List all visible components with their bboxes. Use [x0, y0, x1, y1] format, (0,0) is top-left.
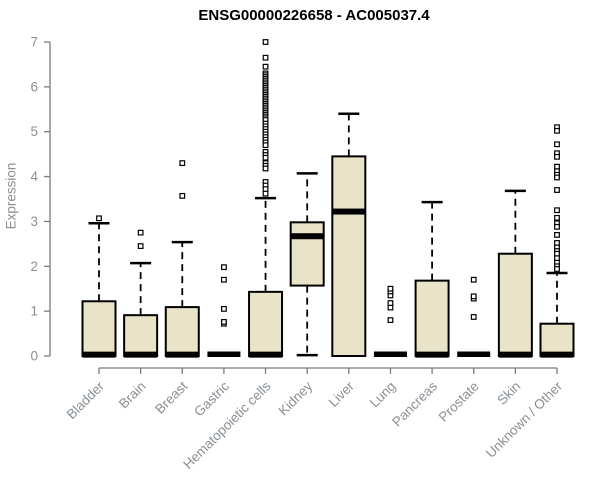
boxplot-unknown-other	[539, 124, 575, 358]
outlier-point	[262, 165, 269, 172]
outlier-point	[179, 192, 186, 199]
x-tick-label-pancreas: Pancreas	[389, 378, 440, 429]
boxplot-pancreas	[414, 200, 450, 358]
outlier-point	[470, 293, 477, 300]
y-tick-label: 0	[30, 349, 38, 364]
x-tick-label-brain: Brain	[116, 379, 149, 412]
outlier-point	[262, 142, 269, 149]
box-iqr	[414, 279, 450, 358]
x-tick-label-unknown-other: Unknown / Other	[483, 378, 566, 461]
outlier-point	[554, 207, 560, 214]
outlier-point	[554, 214, 560, 221]
x-tick-label-lung: Lung	[367, 379, 399, 411]
boxplot-bladder	[81, 215, 117, 358]
y-tick-label: 2	[30, 259, 38, 274]
boxplot-brain	[123, 229, 159, 358]
outlier-point	[554, 266, 560, 272]
box-iqr	[123, 314, 159, 357]
x-tick-label-skin: Skin	[494, 379, 523, 408]
outlier-point	[221, 276, 227, 283]
median-line	[290, 233, 324, 240]
y-tick-label: 5	[30, 124, 38, 139]
outlier-point	[470, 276, 477, 283]
flat-box	[457, 351, 491, 357]
boxplot-skin	[497, 189, 533, 358]
x-tick-label-gastric: Gastric	[191, 378, 232, 419]
median-line	[82, 351, 116, 358]
boxplot-lung	[373, 285, 407, 357]
boxplot-hematopoietic-cells	[248, 39, 284, 358]
outlier-point	[221, 319, 227, 325]
outlier-point	[387, 300, 394, 306]
outlier-point	[387, 317, 394, 324]
flat-box	[373, 351, 407, 357]
outlier-point	[179, 160, 186, 167]
outlier-point	[137, 243, 144, 250]
outlier-point	[137, 229, 144, 236]
y-axis-tick-labels: 0 1 2 3 4 5 6 7	[30, 35, 38, 364]
outlier-point	[221, 306, 227, 312]
median-line	[124, 351, 158, 358]
outlier-point	[96, 215, 102, 222]
y-tick-label: 6	[30, 79, 38, 94]
x-tick-label-bladder: Bladder	[64, 378, 108, 422]
x-tick-label-liver: Liver	[326, 378, 358, 410]
boxplot-breast	[164, 160, 200, 358]
box-iqr	[81, 300, 117, 358]
outlier-point	[554, 141, 560, 148]
x-axis	[98, 367, 558, 374]
outlier-point	[554, 174, 560, 181]
boxplot-liver	[331, 112, 367, 357]
outlier-point	[387, 285, 394, 292]
outlier-point	[262, 54, 269, 61]
outlier-point	[470, 314, 477, 320]
boxplot-gastric	[207, 264, 241, 357]
y-axis	[44, 41, 51, 357]
median-line	[249, 351, 283, 358]
outlier-point	[554, 187, 560, 193]
y-tick-label: 7	[30, 35, 38, 50]
x-tick-label-prostate: Prostate	[436, 379, 482, 425]
flat-box	[207, 351, 241, 357]
y-tick-label: 1	[30, 304, 38, 319]
outlier-point	[554, 153, 560, 160]
outlier-point	[554, 127, 560, 134]
chart-title: ENSG00000226658 - AC005037.4	[198, 7, 430, 24]
x-tick-label-breast: Breast	[152, 378, 190, 416]
x-tick-label-kidney: Kidney	[276, 378, 316, 418]
median-line	[498, 351, 532, 358]
outlier-point	[554, 231, 560, 238]
boxplot-kidney	[289, 172, 325, 357]
median-line	[165, 351, 199, 358]
box-iqr	[289, 221, 325, 287]
box-iqr	[331, 155, 367, 357]
outlier-point	[262, 39, 269, 45]
outlier-point	[262, 190, 269, 197]
y-tick-label: 4	[30, 169, 38, 184]
median-line	[415, 351, 449, 358]
y-tick-label: 3	[30, 214, 38, 229]
median-line	[540, 351, 574, 358]
outlier-point	[554, 223, 560, 230]
box-iqr	[539, 322, 575, 357]
outlier-point	[221, 264, 227, 271]
box-iqr	[164, 306, 200, 357]
boxplot-prostate	[457, 276, 491, 357]
outlier-point	[262, 154, 269, 161]
median-line	[332, 208, 366, 215]
box-iqr	[248, 290, 284, 357]
outlier-point	[262, 63, 269, 70]
box-iqr	[497, 252, 533, 357]
